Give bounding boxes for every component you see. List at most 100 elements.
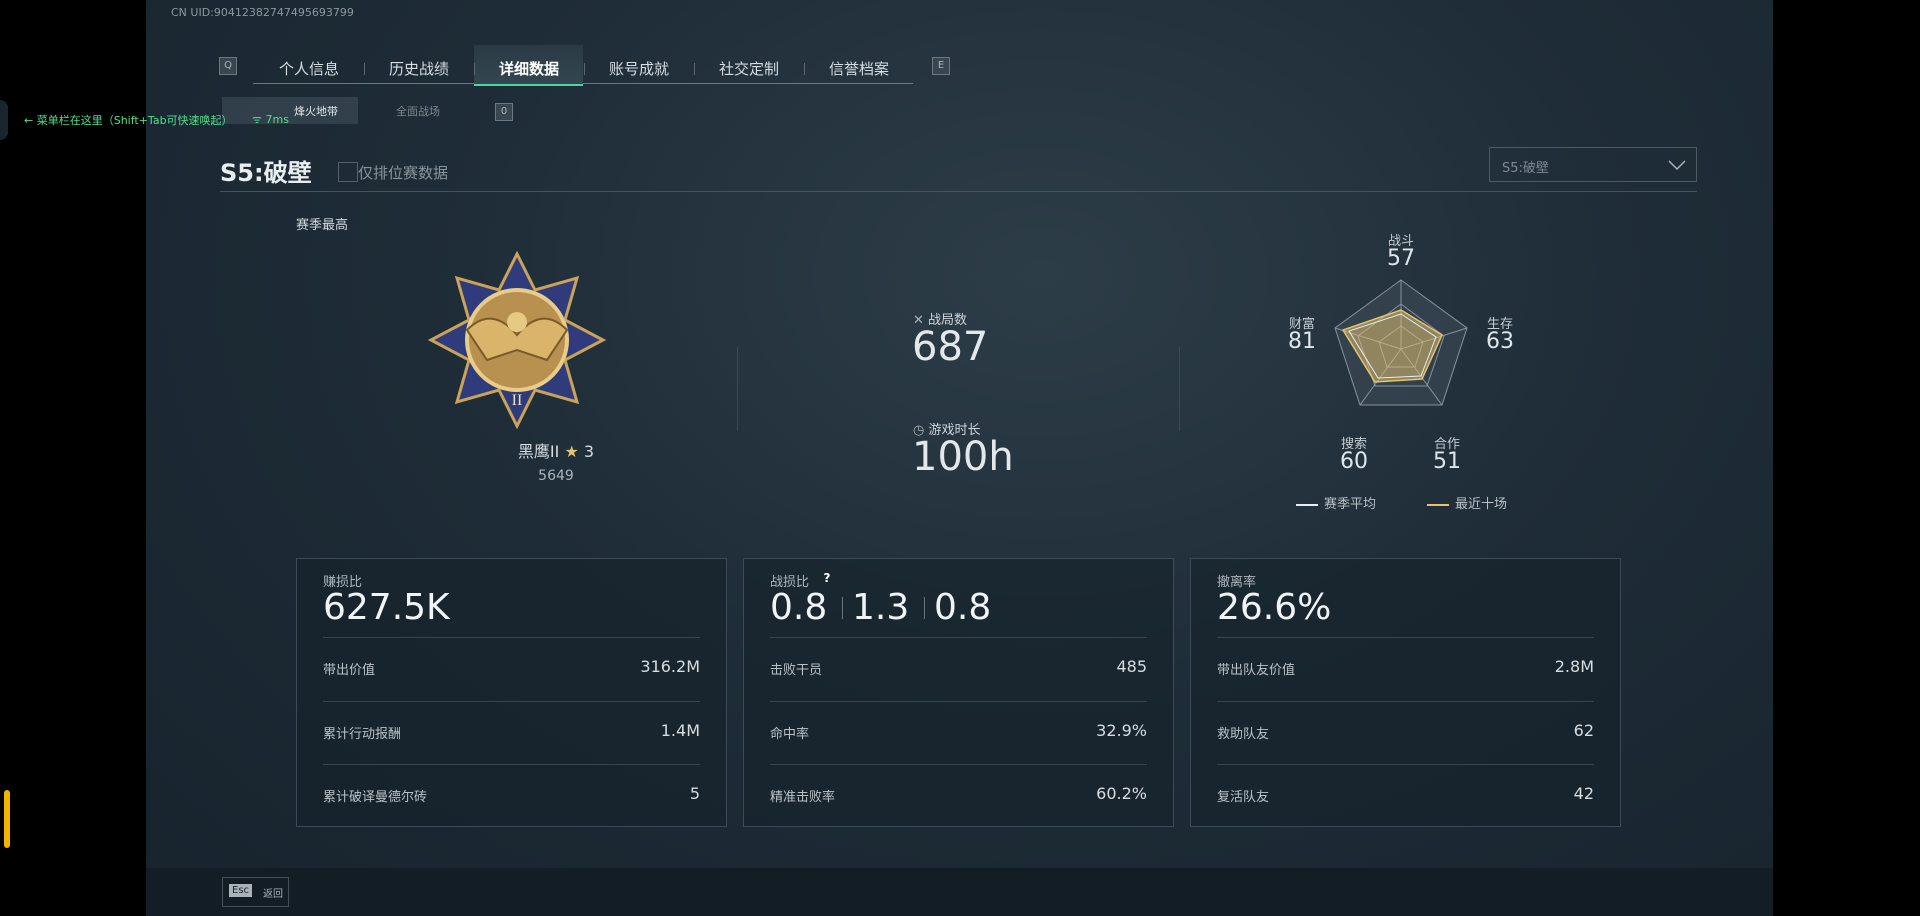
radar-value: 81	[1288, 329, 1316, 354]
card-value: 0.8	[934, 587, 992, 628]
svg-text:II: II	[512, 392, 523, 409]
row-value: 5	[689, 784, 700, 803]
row-label: 击败干员	[770, 663, 823, 678]
card-title: 战损比	[770, 575, 810, 590]
main-panel: CN UID:90412382747495693799 Q E 个人信息 历史战绩…	[146, 0, 1773, 916]
tab[interactable]: 个人信息	[278, 60, 340, 78]
rank-name: 黑鹰II	[517, 442, 560, 461]
row-label: 带出队友价值	[1217, 663, 1296, 678]
time-label: 游戏时长	[928, 423, 981, 438]
tab[interactable]: 详细数据	[498, 60, 560, 78]
stat-label: ✕ 战局数	[913, 313, 968, 328]
footer-bar	[146, 868, 1773, 916]
row-value: 42	[1573, 784, 1594, 803]
tab[interactable]: 历史战绩	[388, 60, 450, 78]
legend-label: 最近十场	[1455, 497, 1508, 512]
tab-separator	[694, 63, 695, 75]
divider	[1179, 347, 1180, 431]
row-separator	[770, 700, 1147, 702]
row-separator	[1217, 637, 1594, 638]
time-value: 100h	[912, 434, 1014, 480]
stat-label: ◷ 游戏时长	[913, 423, 981, 438]
legend-item: 最近十场	[1427, 493, 1507, 512]
subtab[interactable]: 全面战场	[396, 105, 440, 118]
key-hint: E	[932, 57, 950, 75]
row-separator	[323, 764, 700, 765]
checkbox[interactable]	[338, 162, 358, 182]
radar-label: 合作	[1433, 437, 1461, 452]
radar-value: 60	[1340, 449, 1368, 474]
matches-label: 战局数	[928, 313, 968, 328]
key-hint: 0	[495, 103, 513, 121]
row-value: 485	[1116, 657, 1147, 676]
subtab[interactable]: 烽火地带	[294, 105, 338, 118]
help-icon[interactable]: ?	[823, 571, 831, 585]
back-button[interactable]: Esc 返回	[222, 877, 289, 907]
rank-medal: II	[427, 250, 607, 430]
radar-label: 战斗	[1387, 234, 1415, 249]
dropdown-text: S5:破壁	[1502, 161, 1549, 176]
row-separator	[770, 764, 1147, 765]
active-tab-bg	[474, 45, 583, 86]
row-label: 带出价值	[323, 663, 376, 678]
radar-label: 生存	[1486, 317, 1514, 332]
tab-separator	[474, 63, 475, 75]
card-value: 1.3	[852, 587, 910, 628]
matches-value: 687	[912, 324, 989, 370]
card-title: 撤离率	[1217, 575, 1257, 590]
radar-label: 财富	[1288, 317, 1316, 332]
tab-separator	[804, 63, 805, 75]
row-label: 命中率	[770, 726, 810, 742]
rank-score: 5649	[538, 468, 574, 484]
star-icon: ★	[564, 442, 579, 461]
back-label: 返回	[263, 889, 283, 900]
row-label: 救助队友	[1217, 726, 1270, 742]
row-separator	[1217, 700, 1594, 702]
value-separator	[842, 597, 843, 619]
row-separator	[323, 700, 700, 702]
card-value: 627.5K	[323, 587, 450, 628]
row-value: 62	[1573, 720, 1594, 740]
season-title: S5:破壁	[220, 159, 312, 187]
row-label: 累计行动报酬	[323, 726, 402, 742]
tab-separator	[364, 63, 365, 75]
row-separator	[323, 637, 700, 638]
tab[interactable]: 社交定制	[718, 60, 780, 78]
overlay-hint-text: 菜单栏在这里（Shift+Tab可快速唤起）	[36, 114, 233, 127]
key-hint: Esc	[229, 884, 253, 897]
card-value: 26.6%	[1217, 587, 1332, 628]
card-value: 0.8	[770, 587, 828, 628]
divider	[220, 191, 1697, 192]
ping-text: 7ms	[265, 113, 289, 126]
row-value: 32.9%	[1096, 720, 1147, 740]
row-label: 精准击败率	[770, 790, 836, 805]
tab[interactable]: 信誉档案	[828, 60, 890, 78]
radar-label: 搜索	[1340, 437, 1368, 452]
row-label: 累计破译曼德尔砖	[323, 790, 428, 805]
row-separator	[1217, 764, 1594, 765]
stat-card: 战损比? 0.8 1.3 0.8 击败干员 485 命中率 32.9% 精准击败率 60.2%	[743, 558, 1174, 827]
row-value: 2.8M	[1554, 657, 1594, 676]
dropdown-arrow	[1668, 160, 1686, 171]
rank-stars: 3	[583, 442, 595, 461]
radar-value: 51	[1433, 449, 1461, 474]
overlay-ping: ᯤ 7ms	[252, 113, 289, 126]
tab-line	[253, 83, 913, 84]
divider	[737, 347, 738, 431]
row-value: 1.4M	[660, 720, 700, 740]
tab-separator	[584, 63, 585, 75]
row-label: 复活队友	[1217, 790, 1270, 805]
rank-line: 黑鹰II ★ 3	[471, 438, 641, 462]
overlay-handle	[0, 100, 8, 140]
card-title: 赚损比	[323, 575, 363, 590]
stat-card: 撤离率 26.6% 带出队友价值 2.8M 救助队友 62 复活队友 42	[1190, 558, 1621, 827]
overlay-hint: ← 菜单栏在这里（Shift+Tab可快速唤起）	[24, 114, 233, 127]
row-separator	[770, 637, 1147, 638]
radar-value: 57	[1387, 246, 1415, 271]
section-heading: 赛季最高	[296, 218, 349, 233]
dropdown[interactable]: S5:破壁	[1489, 147, 1697, 182]
tab[interactable]: 账号成就	[608, 60, 670, 78]
row-value: 60.2%	[1096, 784, 1147, 803]
checkbox-label[interactable]: 仅排位赛数据	[358, 164, 449, 182]
